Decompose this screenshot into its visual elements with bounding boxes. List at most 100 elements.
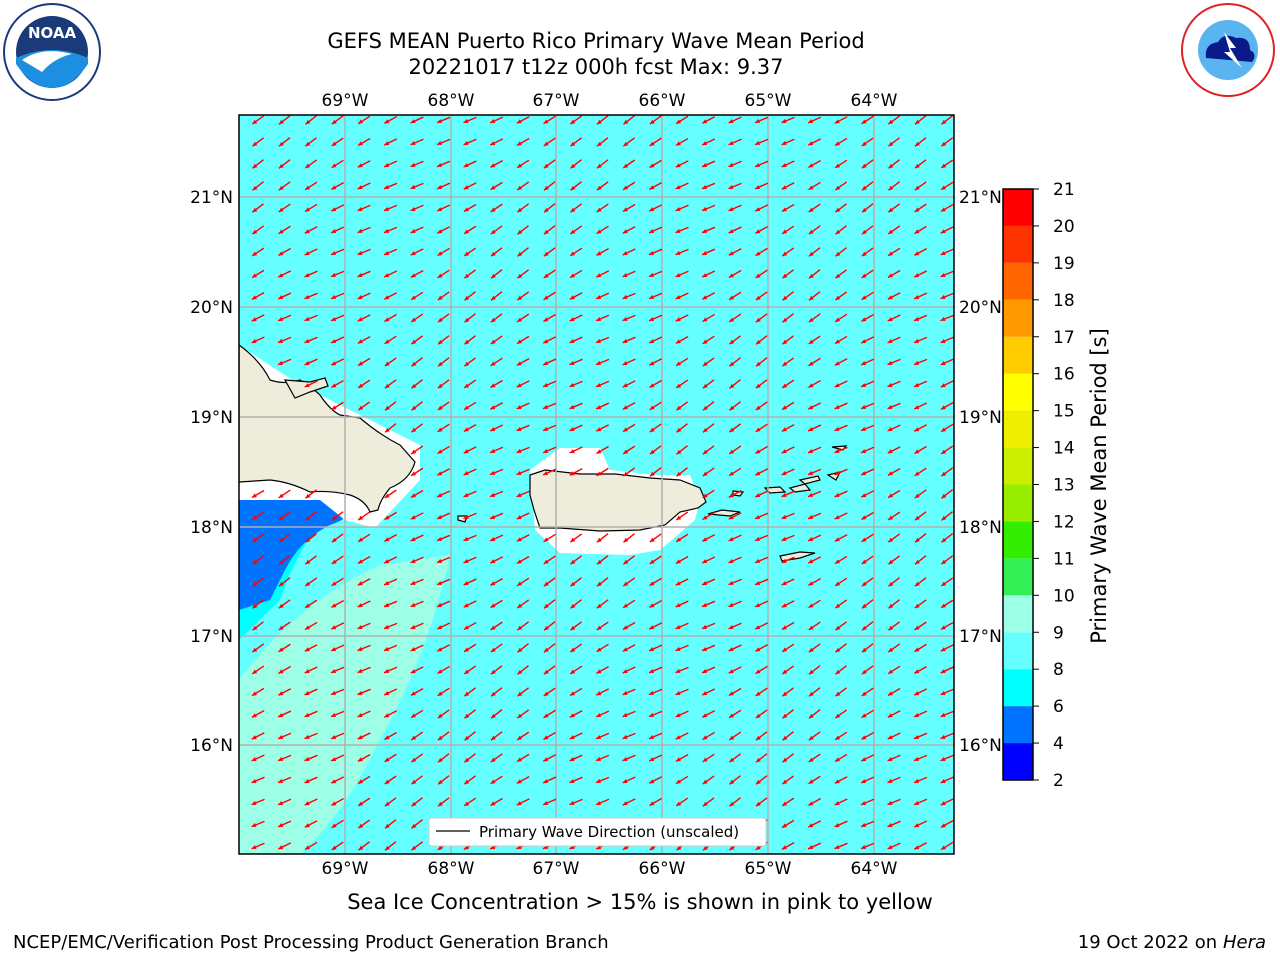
wave-arrow — [728, 116, 742, 124]
wave-arrow — [410, 709, 424, 719]
wave-arrow — [277, 336, 292, 344]
wave-arrow — [914, 248, 927, 256]
wave-arrow — [516, 335, 530, 345]
wave-arrow — [755, 709, 768, 719]
wave-arrow — [463, 797, 477, 807]
wave-arrow — [888, 159, 900, 169]
wave-arrow — [940, 841, 954, 851]
wave-arrow — [913, 358, 928, 366]
wave-arrow — [543, 247, 556, 257]
wave-arrow — [543, 269, 556, 279]
wave-arrow — [542, 468, 557, 476]
wave-arrow — [437, 357, 450, 367]
wave-arrow — [834, 798, 848, 806]
wave-arrow — [941, 489, 953, 499]
wave-arrow — [861, 181, 874, 191]
wave-arrow — [648, 226, 663, 234]
wave-arrow — [304, 688, 318, 696]
wave-arrow — [516, 159, 530, 169]
wave-arrow — [489, 116, 504, 124]
wave-arrow — [834, 446, 848, 454]
wave-arrow — [675, 137, 689, 147]
wave-arrow — [330, 336, 345, 344]
wave-arrow — [517, 665, 529, 675]
wave-arrow — [728, 644, 742, 652]
lat-label-left: 17°N — [190, 627, 233, 647]
wave-arrow — [437, 731, 450, 741]
wave-arrow — [542, 358, 557, 366]
wave-arrow — [330, 732, 345, 740]
wave-arrow — [543, 115, 556, 125]
wave-arrow — [252, 203, 264, 213]
wave-arrow — [383, 644, 398, 652]
wave-arrow — [781, 269, 795, 279]
wave-arrow — [887, 687, 901, 697]
lon-label-top: 68°W — [428, 91, 475, 111]
wave-arrow — [728, 489, 742, 499]
wave-arrow — [675, 511, 689, 521]
wave-arrow — [384, 797, 397, 807]
wave-arrow — [383, 226, 398, 234]
map-legend: Primary Wave Direction (unscaled) — [428, 817, 767, 847]
wave-arrow — [622, 270, 636, 278]
wave-arrow — [781, 401, 795, 411]
wave-arrow — [437, 423, 450, 433]
wave-arrow — [569, 621, 583, 631]
wave-arrow — [569, 555, 583, 565]
wave-arrow — [517, 247, 529, 257]
wave-arrow — [569, 687, 583, 697]
wave-arrow — [516, 534, 530, 542]
wave-arrow — [516, 313, 530, 323]
wave-arrow — [834, 380, 848, 388]
wave-arrow — [887, 643, 901, 653]
wave-arrow — [278, 137, 291, 147]
wave-arrow — [357, 644, 371, 652]
wave-arrow — [543, 731, 556, 741]
wave-arrow — [252, 599, 264, 609]
wave-arrow — [913, 842, 928, 850]
wave-arrow — [357, 775, 371, 785]
wave-arrow — [331, 797, 344, 807]
wave-arrow — [622, 181, 636, 191]
wave-arrow — [490, 578, 503, 586]
wave-arrow — [437, 665, 450, 675]
wave-arrow — [648, 622, 663, 630]
wave-arrow — [596, 181, 609, 191]
lon-label-bottom: 64°W — [851, 859, 898, 879]
wave-arrow — [436, 622, 451, 630]
wave-arrow — [383, 622, 398, 630]
wave-arrow — [861, 137, 874, 147]
wave-arrow — [543, 291, 556, 301]
wave-arrow — [648, 732, 663, 740]
wave-arrow — [251, 292, 265, 300]
wave-arrow — [648, 710, 663, 718]
wave-arrow — [490, 269, 503, 279]
wave-arrow — [436, 556, 451, 564]
wave-arrow — [913, 798, 928, 806]
wave-arrow — [384, 313, 397, 323]
wave-arrow — [463, 687, 477, 697]
wave-arrow — [570, 159, 582, 169]
wave-arrow — [729, 775, 741, 785]
colorbar: 2 4 6 8 9 10 11 12 13 14 15 16 17 18 19 20 21 — [1002, 180, 1075, 791]
wave-arrow — [277, 314, 292, 322]
wave-arrow — [622, 555, 636, 565]
wave-arrow — [357, 754, 371, 762]
wave-arrow — [357, 270, 371, 278]
wave-arrow — [728, 600, 742, 608]
wave-arrow — [913, 292, 928, 300]
wave-arrow — [702, 357, 715, 367]
wave-arrow — [888, 181, 900, 191]
wave-arrow — [436, 578, 451, 586]
wave-arrow — [383, 578, 398, 586]
wave-arrow — [649, 159, 662, 169]
wave-arrow — [489, 490, 504, 498]
wave-arrow — [622, 776, 636, 784]
wave-arrow — [887, 533, 901, 543]
wave-arrow — [755, 665, 768, 675]
wave-arrow — [807, 138, 822, 146]
lat-label-right: 16°N — [959, 736, 1002, 756]
wave-arrow — [383, 270, 398, 278]
wave-arrow — [489, 534, 504, 542]
wave-arrow — [410, 248, 424, 256]
